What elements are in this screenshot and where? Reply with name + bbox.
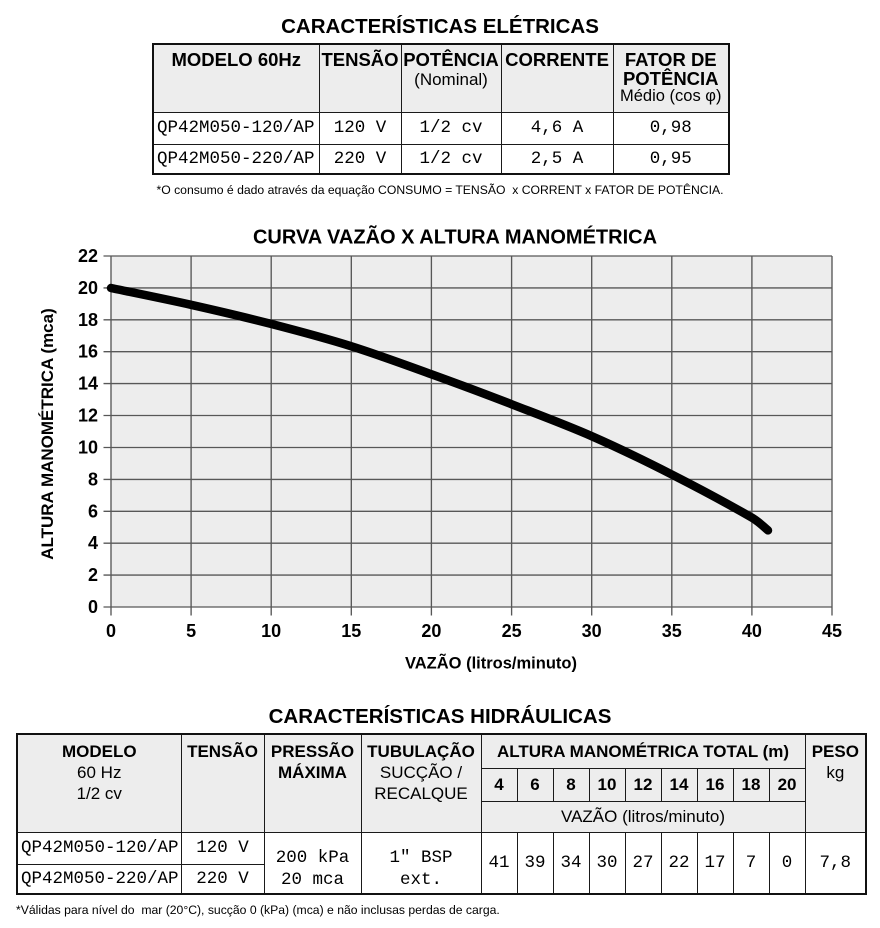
svg-text:22: 22	[78, 246, 98, 266]
svg-text:0: 0	[106, 621, 116, 641]
svg-text:30: 30	[582, 621, 602, 641]
svg-text:10: 10	[78, 438, 98, 458]
svg-text:CURVA VAZÃO X ALTURA MANOMÉTRI: CURVA VAZÃO X ALTURA MANOMÉTRICA	[253, 226, 657, 249]
svg-text:VAZÃO (litros/minuto): VAZÃO (litros/minuto)	[405, 653, 577, 673]
svg-text:14: 14	[78, 374, 98, 394]
svg-text:0: 0	[88, 597, 98, 617]
svg-text:6: 6	[88, 501, 98, 521]
svg-text:45: 45	[822, 621, 842, 641]
svg-text:18: 18	[78, 310, 98, 330]
svg-text:25: 25	[502, 621, 522, 641]
svg-text:ALTURA MANOMÉTRICA (mca): ALTURA MANOMÉTRICA (mca)	[38, 308, 57, 560]
svg-text:40: 40	[742, 621, 762, 641]
svg-text:12: 12	[78, 406, 98, 426]
svg-text:5: 5	[186, 621, 196, 641]
svg-text:20: 20	[78, 278, 98, 298]
svg-text:2: 2	[88, 565, 98, 585]
svg-text:4: 4	[88, 533, 98, 553]
svg-text:16: 16	[78, 342, 98, 362]
svg-text:20: 20	[421, 621, 441, 641]
svg-text:8: 8	[88, 469, 98, 489]
svg-text:15: 15	[341, 621, 361, 641]
svg-text:35: 35	[662, 621, 682, 641]
svg-text:10: 10	[261, 621, 281, 641]
